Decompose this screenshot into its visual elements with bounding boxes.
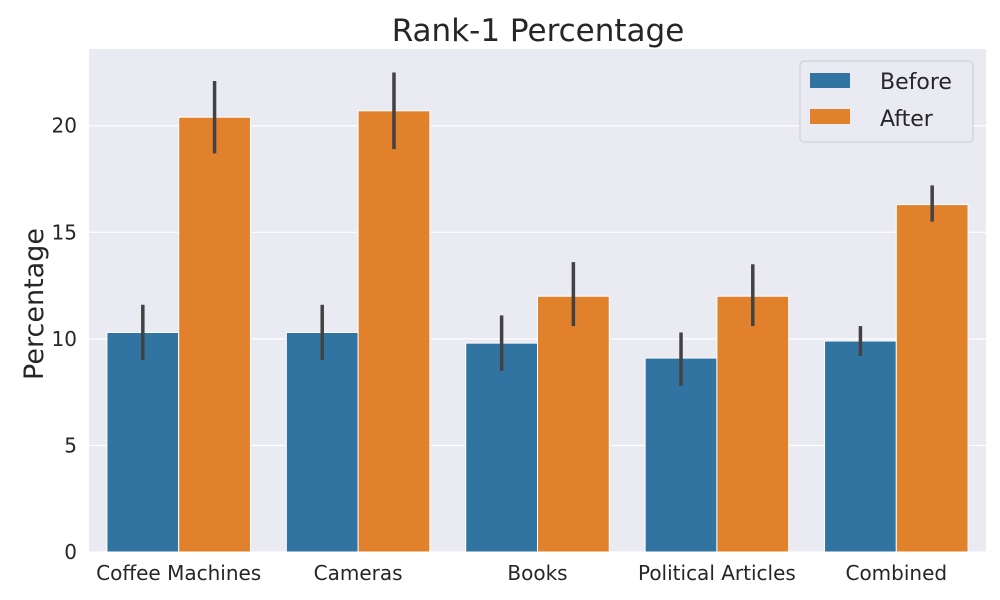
bar-before (285, 331, 359, 553)
chart-title: Rank-1 Percentage (392, 13, 685, 49)
y-axis-label: Percentage (19, 228, 50, 380)
x-tick-label: Books (507, 561, 567, 585)
x-tick-label: Coffee Machines (96, 561, 261, 585)
error-bars (141, 72, 934, 386)
y-axis-ticks: 0 5 10 15 20 (52, 114, 77, 564)
x-axis-ticks: Coffee Machines Cameras Books Political Art… (96, 561, 947, 585)
bar-before (465, 342, 538, 553)
bar-after (895, 204, 969, 553)
bar-after (537, 295, 610, 553)
x-tick-label: Combined (845, 561, 947, 585)
bar-before (824, 340, 897, 553)
x-tick-label: Cameras (314, 561, 403, 585)
y-tick-label: 10 (52, 327, 77, 351)
x-tick-label: Political Articles (638, 561, 796, 585)
y-tick-label: 15 (52, 220, 77, 244)
legend-label-after: After (880, 107, 934, 132)
y-tick-label: 20 (52, 114, 77, 138)
y-tick-label: 5 (64, 433, 77, 457)
bar-after (716, 295, 790, 553)
legend-swatch-before (810, 73, 850, 88)
bars (106, 110, 969, 553)
bar-after (357, 110, 431, 553)
bar-before (644, 357, 718, 553)
legend-swatch-after (810, 109, 850, 124)
legend: Before After (799, 60, 974, 143)
bar-before (106, 331, 180, 553)
bar-after (178, 116, 251, 553)
legend-label-before: Before (880, 70, 952, 95)
y-tick-label: 0 (64, 540, 77, 564)
